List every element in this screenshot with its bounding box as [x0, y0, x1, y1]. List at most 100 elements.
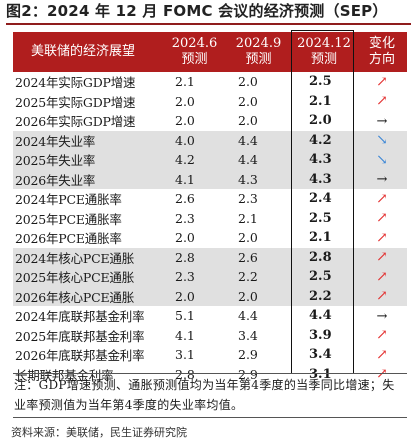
- sep-table-body: 2024年实际GDP增速 2.1 2.0 2.5 ↗ 2025年实际GDP增速 2.0 2.0…: [13, 72, 407, 384]
- value-2024-12: 2.5: [309, 74, 332, 90]
- row-label: 2026年PCE通胀率: [15, 231, 122, 247]
- table-row: 2024年PCE通胀率 2.6 2.3 2.4 ↗: [13, 189, 407, 209]
- header-2024-6: 2024.6 预测: [163, 32, 226, 72]
- header-2024-9: 2024.9 预测: [226, 32, 291, 72]
- arrow-up-right-icon: ↗: [376, 268, 388, 285]
- value-2024-9: 2.3: [238, 191, 258, 207]
- table-row: 长期联邦基金利率 2.8 2.9 3.1 ↗: [13, 365, 407, 385]
- change-direction-cell: ↗: [357, 209, 407, 229]
- header-change-line1: 变化: [368, 36, 395, 51]
- change-direction-cell: ↗: [357, 365, 407, 385]
- change-direction-cell: →: [357, 306, 407, 326]
- arrow-up-right-icon: ↗: [376, 249, 388, 266]
- arrow-up-right-icon: ↗: [376, 93, 388, 110]
- header-2024-12-sub: 预测: [310, 52, 337, 67]
- value-2024-12: 3.9: [309, 327, 332, 343]
- value-2024-9: 2.0: [238, 74, 258, 90]
- arrow-down-right-icon: ↘: [376, 132, 388, 149]
- table-row: 2026年PCE通胀率 2.0 2.0 2.1 ↗: [13, 228, 407, 248]
- source-line: 资料来源：美联储，民生证券研究院: [11, 426, 187, 439]
- value-2024-12: 4.2: [291, 130, 357, 150]
- value-2024-12: 2.2: [291, 286, 357, 306]
- table-note: 注：GDP增速预测、通胀预测值均为当年第4季度的当季同比增速；失业率预测值为当年…: [14, 378, 395, 412]
- header-2024-6-sub: 预测: [181, 52, 208, 67]
- header-change-direction: 变化 方向: [357, 32, 407, 72]
- row-label: 2025年失业率: [13, 150, 163, 170]
- value-2024-12: 2.5: [291, 267, 357, 287]
- change-direction-cell: ↘: [357, 130, 407, 150]
- value-2024-6: 4.0: [163, 130, 226, 150]
- value-2024-9: 4.4: [226, 130, 291, 150]
- title-divider: [6, 23, 411, 25]
- value-2024-12: 2.1: [309, 230, 332, 246]
- table-row: 2026年底联邦基金利率 3.1 2.9 3.4 ↗: [13, 345, 407, 365]
- value-2024-12: 4.3: [291, 169, 357, 189]
- change-direction-cell: ↗: [357, 189, 407, 209]
- header-2024-12-date: 2024.12: [297, 36, 351, 51]
- value-2024-6: 2.1: [175, 74, 195, 90]
- change-direction-cell: →: [357, 111, 407, 131]
- value-2024-6: 4.1: [163, 169, 226, 189]
- change-direction-cell: ↗: [357, 267, 407, 287]
- arrow-right-icon: →: [376, 172, 388, 188]
- figure-title: 图2：2024 年 12 月 FOMC 会议的经济预测（SEP）: [6, 2, 388, 20]
- row-label: 2024年底联邦基金利率: [15, 309, 145, 325]
- value-2024-12: 2.8: [291, 247, 357, 267]
- header-2024-9-sub: 预测: [245, 52, 272, 67]
- note-bottom-rule: [13, 417, 407, 418]
- row-label: 2026年失业率: [13, 169, 163, 189]
- value-2024-6: 2.3: [175, 210, 195, 226]
- header-2024-12: 2024.12 预测: [291, 32, 357, 72]
- table-row: 2024年底联邦基金利率 5.1 4.4 4.4 →: [13, 306, 407, 326]
- change-direction-cell: ↗: [357, 286, 407, 306]
- value-2024-9: 2.2: [226, 267, 291, 287]
- arrow-down-right-icon: ↘: [376, 151, 388, 168]
- arrow-up-right-icon: ↗: [376, 73, 388, 90]
- value-2024-9: 4.4: [238, 308, 258, 324]
- arrow-up-right-icon: ↗: [376, 346, 388, 363]
- value-2024-9: 2.0: [238, 230, 258, 246]
- value-2024-9: 2.0: [238, 93, 258, 109]
- value-2024-6: 2.0: [175, 113, 195, 129]
- row-label: 2025年PCE通胀率: [15, 211, 122, 227]
- arrow-up-right-icon: ↗: [376, 327, 388, 344]
- row-label: 2026年实际GDP增速: [15, 114, 136, 130]
- value-2024-9: 2.6: [226, 247, 291, 267]
- table-row: 2025年PCE通胀率 2.3 2.1 2.5 ↗: [13, 209, 407, 229]
- row-label: 2024年PCE通胀率: [15, 192, 122, 208]
- change-direction-cell: ↗: [357, 326, 407, 346]
- table-row: 2026年核心PCE通胀 2.0 2.0 2.2 ↗: [13, 286, 407, 306]
- row-label: 2024年失业率: [13, 130, 163, 150]
- change-direction-cell: ↗: [357, 72, 407, 92]
- value-2024-12: 2.5: [309, 210, 332, 226]
- change-direction-cell: ↗: [357, 345, 407, 365]
- arrow-right-icon: →: [376, 308, 388, 324]
- value-2024-6: 2.6: [175, 191, 195, 207]
- value-2024-9: 4.4: [226, 150, 291, 170]
- value-2024-12: 3.1: [309, 366, 332, 382]
- table-row: 2025年核心PCE通胀 2.3 2.2 2.5 ↗: [13, 267, 407, 287]
- sep-table: 美联储的经济展望 2024.6 预测 2024.9 预测 2024.12 预测 …: [13, 32, 407, 384]
- row-label: 2025年底联邦基金利率: [15, 328, 145, 344]
- row-label: 2026年底联邦基金利率: [15, 348, 145, 364]
- row-label: 2024年实际GDP增速: [15, 75, 136, 91]
- arrow-up-right-icon: ↗: [376, 288, 388, 305]
- change-direction-cell: ↗: [357, 92, 407, 112]
- value-2024-6: 2.0: [175, 230, 195, 246]
- value-2024-6: 2.3: [163, 267, 226, 287]
- value-2024-9: 2.1: [238, 210, 258, 226]
- value-2024-12: 2.4: [309, 191, 332, 207]
- value-2024-6: 4.1: [175, 327, 195, 343]
- table-row: 2025年底联邦基金利率 4.1 3.4 3.9 ↗: [13, 326, 407, 346]
- value-2024-6: 2.0: [163, 286, 226, 306]
- value-2024-6: 2.0: [175, 93, 195, 109]
- value-2024-6: 2.8: [163, 247, 226, 267]
- value-2024-12: 2.1: [309, 93, 332, 109]
- value-2024-6: 2.8: [175, 366, 195, 382]
- header-2024-9-date: 2024.9: [235, 36, 282, 51]
- change-direction-cell: ↘: [357, 150, 407, 170]
- table-row: 2026年失业率 4.1 4.3 4.3 →: [13, 169, 407, 189]
- row-label: 2026年核心PCE通胀: [13, 286, 163, 306]
- value-2024-12: 3.4: [309, 347, 332, 363]
- table-row: 2026年实际GDP增速 2.0 2.0 2.0 →: [13, 111, 407, 131]
